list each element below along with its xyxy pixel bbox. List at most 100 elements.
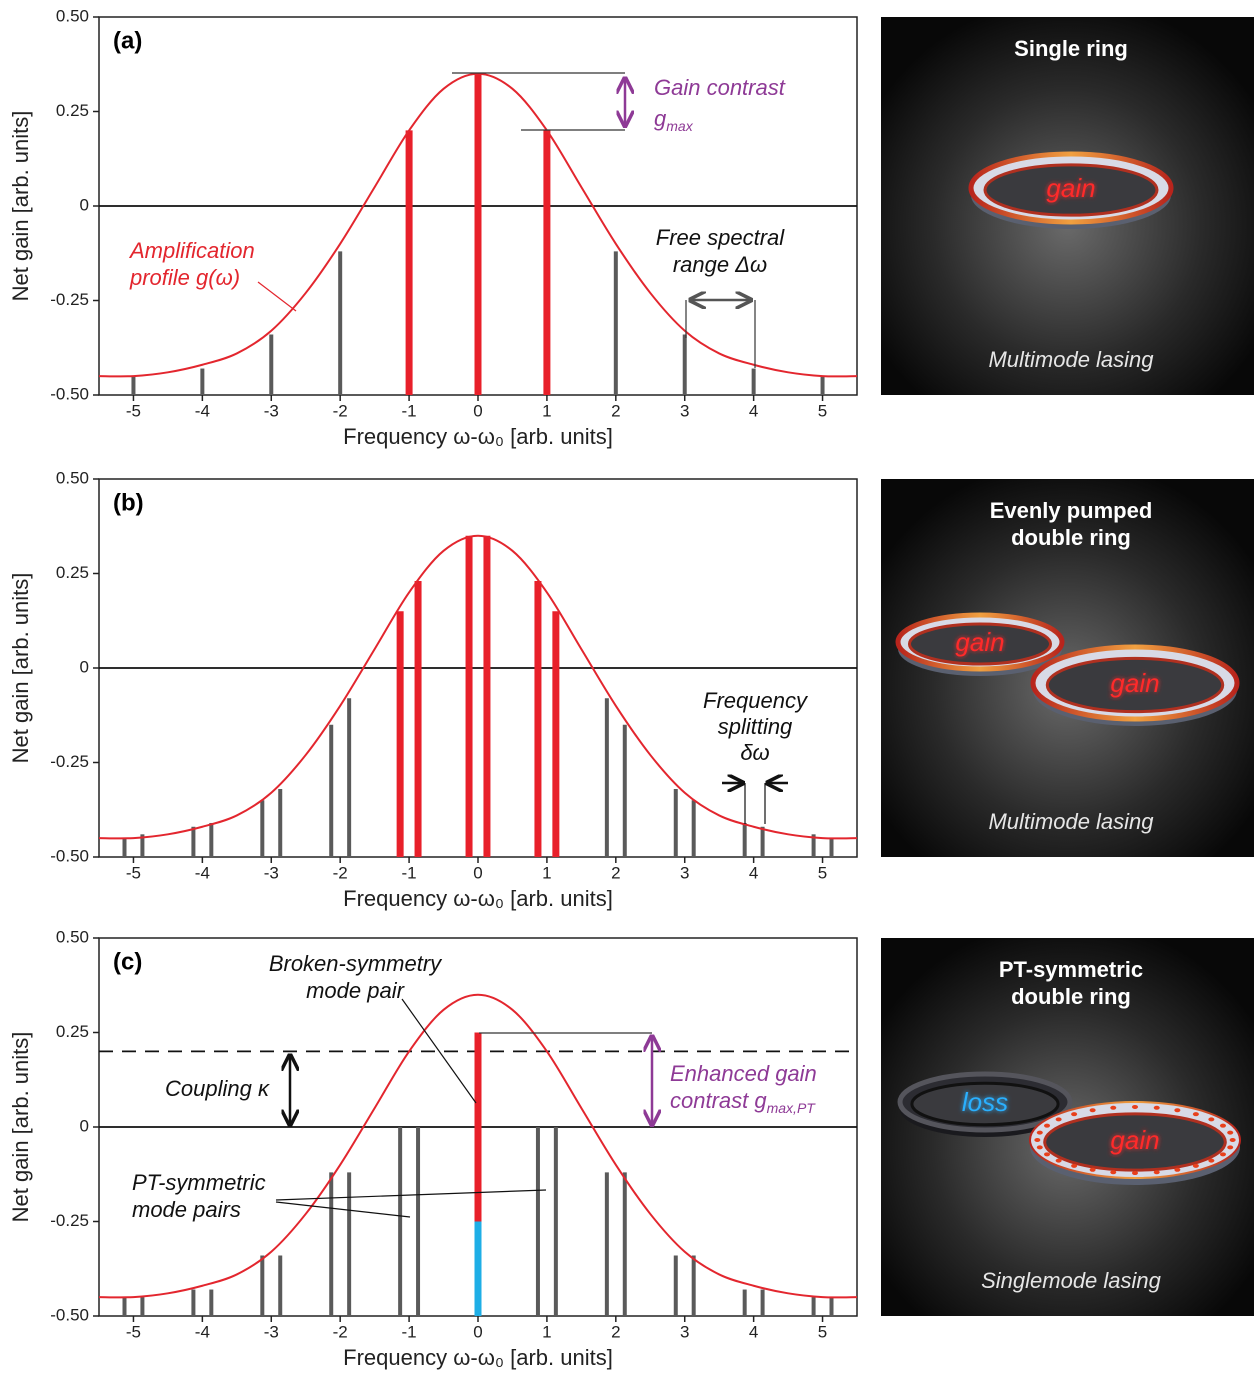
ring-inner — [1045, 656, 1225, 714]
mode-spot — [1055, 1158, 1062, 1163]
image-title: PT-symmetric — [999, 957, 1143, 982]
mode-spot — [1089, 1167, 1096, 1172]
x-tick-label: 1 — [542, 863, 551, 882]
x-tick-label: -3 — [264, 863, 279, 882]
annotation-text: range Δω — [673, 252, 767, 277]
y-tick-label: 0 — [80, 1116, 89, 1135]
x-tick-label: 5 — [818, 401, 827, 420]
y-axis-label: Net gain [arb. units] — [8, 1032, 33, 1223]
mode-spot — [1192, 1163, 1199, 1168]
y-tick-label: -0.25 — [50, 1211, 89, 1230]
x-tick-label: 0 — [473, 1322, 482, 1341]
image-caption: Singlemode lasing — [981, 1268, 1162, 1293]
ring-label: loss — [962, 1087, 1008, 1117]
x-axis-label: Frequency ω-ω₀ [arb. units] — [343, 1345, 613, 1370]
x-tick-label: -5 — [126, 863, 141, 882]
ring-label: gain — [1046, 173, 1095, 203]
annotation: mode pairs — [132, 1197, 241, 1222]
mode-spot — [1229, 1138, 1236, 1142]
annotation: δω — [740, 740, 769, 765]
annotation-text: mode pair — [306, 978, 406, 1003]
annotation-line — [275, 1189, 547, 1201]
mode-spot — [1044, 1123, 1051, 1128]
x-tick-label: 3 — [680, 863, 689, 882]
x-tick-label: -4 — [195, 1322, 210, 1341]
mode-spot — [1132, 1171, 1138, 1176]
annotation-text: g — [654, 106, 667, 131]
annotation: Broken-symmetry — [269, 951, 443, 976]
y-tick-label: 0.25 — [56, 563, 89, 582]
x-tick-label: -4 — [195, 863, 210, 882]
y-tick-label: 0.50 — [56, 468, 89, 487]
annotation-text: contrast g — [670, 1088, 767, 1113]
x-axis-label: Frequency ω-ω₀ [arb. units] — [343, 886, 613, 911]
mode-spot — [1174, 1167, 1181, 1172]
y-tick-label: 0.50 — [56, 6, 89, 25]
x-tick-label: 0 — [473, 863, 482, 882]
x-tick-label: 2 — [611, 401, 620, 420]
annotation: mode pair — [306, 978, 406, 1003]
y-tick-label: -0.50 — [50, 384, 89, 403]
ring-inner — [907, 622, 1053, 666]
x-tick-label: 2 — [611, 863, 620, 882]
mode-spot — [1044, 1152, 1051, 1157]
annotation-line — [275, 1201, 411, 1218]
y-tick-label: 0.50 — [56, 927, 89, 946]
y-tick-label: 0.25 — [56, 1022, 89, 1041]
annotation-text: Enhanced gain — [670, 1061, 817, 1086]
gain-curve — [98, 534, 858, 840]
y-axis-label: Net gain [arb. units] — [8, 111, 33, 302]
annotation-subscript: max — [666, 118, 693, 134]
mode-spot — [1036, 1130, 1043, 1135]
mode-spot — [1192, 1112, 1199, 1117]
mode-spot — [1219, 1152, 1226, 1157]
x-tick-label: 0 — [473, 401, 482, 420]
ring-inner — [1043, 1112, 1227, 1172]
mode-spot — [1034, 1138, 1041, 1142]
annotation-text: splitting — [718, 714, 793, 739]
mode-spot — [1153, 1170, 1160, 1175]
y-tick-label: 0 — [80, 195, 89, 214]
mode-spot — [1174, 1108, 1181, 1113]
annotation-text: Frequency — [703, 688, 809, 713]
annotation: splitting — [718, 714, 793, 739]
annotation-text: Amplification — [128, 238, 255, 263]
y-tick-label: 0 — [80, 657, 89, 676]
x-tick-label: -2 — [333, 1322, 348, 1341]
ring-inner — [910, 1081, 1060, 1127]
image-title: double ring — [1011, 525, 1131, 550]
y-axis-label: Net gain [arb. units] — [8, 573, 33, 764]
mode-spot — [1089, 1108, 1096, 1113]
mode-spot — [1227, 1145, 1234, 1150]
y-tick-label: 0.25 — [56, 101, 89, 120]
y-tick-label: -0.50 — [50, 1305, 89, 1324]
x-tick-label: -2 — [333, 401, 348, 420]
ring-label: gain — [1110, 668, 1159, 698]
image-title: double ring — [1011, 984, 1131, 1009]
x-tick-label: -1 — [402, 401, 417, 420]
annotation-subscript: max,PT — [767, 1100, 817, 1116]
mode-spot — [1055, 1117, 1062, 1122]
x-tick-label: -3 — [264, 401, 279, 420]
mode-spot — [1110, 1170, 1117, 1175]
x-tick-label: 4 — [749, 1322, 758, 1341]
panel-label: (c) — [113, 948, 142, 975]
mode-spot — [1071, 1112, 1078, 1117]
mode-spot — [1227, 1130, 1234, 1135]
annotation: gmax — [654, 106, 694, 134]
annotation: profile g(ω) — [129, 265, 240, 290]
annotation-text: δω — [740, 740, 769, 765]
y-tick-label: -0.25 — [50, 290, 89, 309]
panel-label: (b) — [113, 489, 144, 516]
mode-spot — [1036, 1145, 1043, 1150]
annotation: Enhanced gain — [670, 1061, 817, 1086]
x-tick-label: 2 — [611, 1322, 620, 1341]
x-tick-label: 4 — [749, 401, 758, 420]
x-tick-label: -2 — [333, 863, 348, 882]
annotation: Coupling κ — [165, 1076, 270, 1101]
mode-spot — [1208, 1117, 1215, 1122]
x-tick-label: 5 — [818, 863, 827, 882]
image-title: Evenly pumped — [990, 498, 1153, 523]
x-tick-label: 3 — [680, 401, 689, 420]
